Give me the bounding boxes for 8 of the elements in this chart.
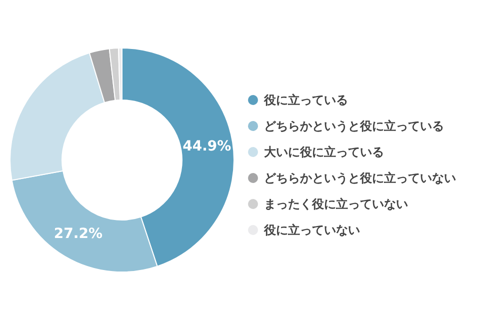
legend-label: どちらかというと役に立っている (264, 119, 444, 133)
legend-label: 役に立っていない (263, 223, 360, 237)
legend-label: まったく役に立っていない (264, 197, 408, 211)
legend-label: 役に立っている (263, 93, 348, 107)
legend-label: どちらかというと役に立っていない (264, 171, 456, 185)
data-label: 27.2% (54, 226, 103, 242)
legend-label: 大いに役に立っている (264, 145, 384, 159)
data-label: 44.9% (182, 138, 232, 154)
